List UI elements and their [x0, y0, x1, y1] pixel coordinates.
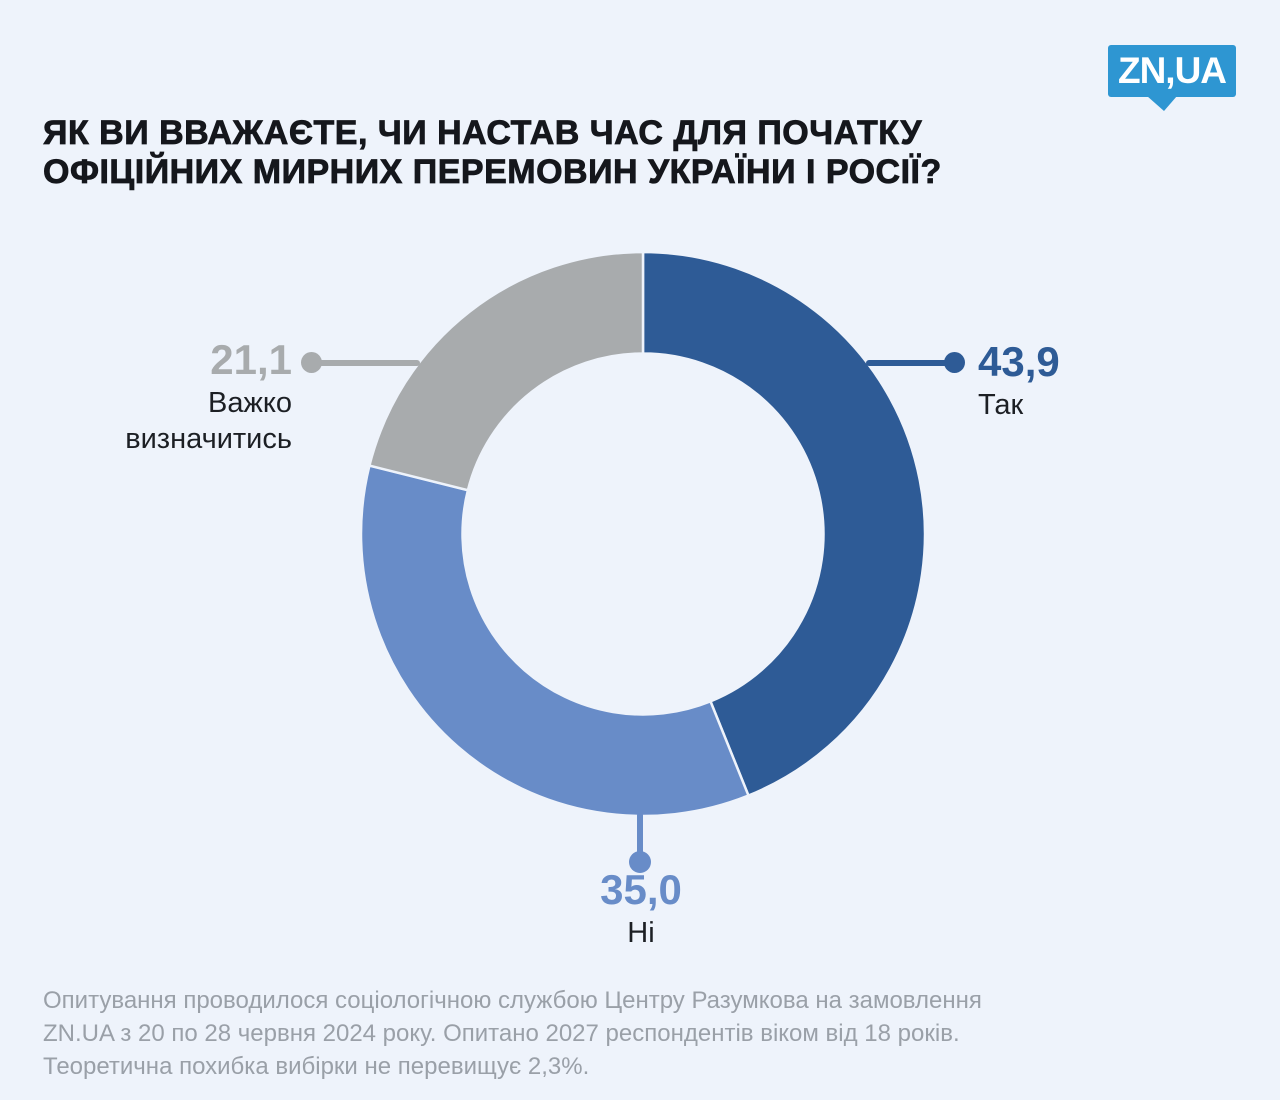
value-label-undecided: 21,1 [210, 336, 292, 383]
leader-dot-no [629, 851, 651, 873]
leader-dot-yes [944, 352, 965, 373]
callout-yes: 43,9 Так [978, 340, 1238, 423]
category-label-undecided: Важко визначитись [125, 387, 292, 455]
znua-logo: ZN,UA [1108, 45, 1236, 97]
category-label-yes: Так [978, 389, 1024, 421]
callout-undecided: 21,1 Важко визначитись [100, 338, 292, 457]
leader-line-undecided [312, 360, 420, 366]
category-label-no: Ні [627, 917, 655, 949]
page-title-line2: ОФІЦІЙНИХ МИРНИХ ПЕРЕМОВИН УКРАЇНИ І РОС… [43, 153, 942, 192]
page-title-line1: ЯК ВИ ВВАЖАЄТЕ, ЧИ НАСТАВ ЧАС ДЛЯ ПОЧАТК… [43, 114, 922, 153]
leader-line-no [637, 812, 643, 862]
value-label-no: 35,0 [600, 866, 682, 913]
znua-logo-speech-tail [1147, 96, 1177, 111]
chart-segment-2 [367, 250, 645, 492]
page-title: ЯК ВИ ВВАЖАЄТЕ, ЧИ НАСТАВ ЧАС ДЛЯ ПОЧАТК… [43, 114, 1043, 192]
leader-line-yes [866, 360, 956, 366]
chart-segment-0 [641, 250, 927, 798]
chart-segment-1 [359, 464, 751, 818]
callout-no: 35,0 Ні [531, 868, 751, 951]
leader-dot-undecided [301, 352, 322, 373]
znua-logo-text: ZN,UA [1117, 50, 1227, 91]
value-label-yes: 43,9 [978, 338, 1060, 385]
footnote: Опитування проводилося соціологічною слу… [43, 987, 982, 1080]
donut-chart [359, 250, 927, 818]
